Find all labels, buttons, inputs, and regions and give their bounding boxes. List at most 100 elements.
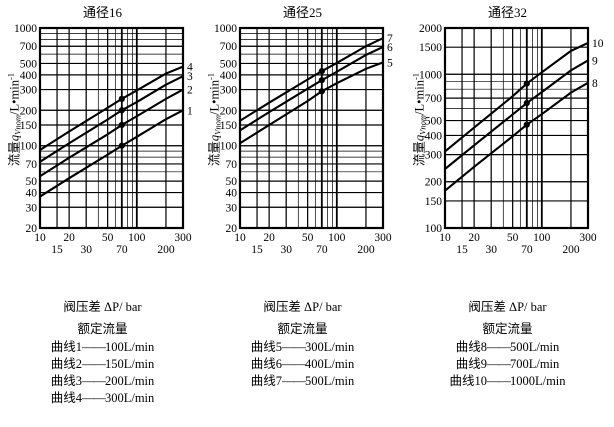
- plot-area: 2030405070100150200300400500700100010152…: [214, 23, 393, 256]
- curve-end-label-10: 10: [592, 38, 604, 50]
- y-tick-label: 300: [220, 85, 238, 97]
- y-tick-label: 70: [226, 159, 238, 171]
- curve-end-label-6: 6: [387, 42, 393, 54]
- plot-frame: [443, 26, 590, 230]
- legend-item: 曲线2——150L/min: [0, 356, 205, 373]
- legend-item: 曲线6——400L/min: [200, 356, 405, 373]
- y-tick-label: 30: [226, 202, 238, 214]
- x-tick-label: 300: [374, 232, 392, 244]
- legend: 额定流量 曲线5——300L/min 曲线6——400L/min 曲线7——500L/…: [200, 318, 405, 390]
- y-tick-label: 100: [220, 141, 238, 153]
- chart-title: 通径32: [487, 5, 527, 20]
- y-tick-label: 1000: [214, 23, 237, 35]
- x-tick-label: 200: [157, 244, 175, 256]
- plot-frame: [238, 26, 385, 230]
- legend-dash: ——: [281, 357, 306, 371]
- x-axis-label: 阀压差 ΔP/ bar: [468, 300, 547, 314]
- y-tick-label: 700: [425, 93, 443, 105]
- legend-dash: ——: [486, 374, 511, 388]
- legend-dash: ——: [281, 374, 306, 388]
- legend-curve-name: 曲线3: [50, 374, 82, 388]
- y-tick-label: 40: [26, 188, 38, 200]
- chart-panel-3: 通径32 流量qVnom/L•min-1 100 150 200 300 400 500 700…: [405, 0, 610, 427]
- legend-dash: ——: [81, 391, 106, 405]
- series-curve-6: [238, 45, 385, 132]
- data-point-marker-10: [523, 80, 530, 87]
- chart-title: 通径25: [282, 5, 322, 20]
- data-point-marker-3: [118, 107, 125, 114]
- legend-item: 曲线4——300L/min: [0, 390, 205, 407]
- curve-end-label-5: 5: [387, 57, 393, 69]
- y-tick-label: 150: [425, 196, 443, 208]
- x-tick-label: 50: [302, 232, 314, 244]
- y-tick-label: 40: [226, 188, 238, 200]
- legend-curve-name: 曲线7: [250, 374, 282, 388]
- x-tick-label: 20: [263, 232, 275, 244]
- y-tick-label: 50: [226, 176, 238, 188]
- legend: 额定流量 曲线1——100L/min 曲线2——150L/min 曲线3——200L/…: [0, 318, 205, 407]
- x-tick-label: 100: [533, 232, 551, 244]
- legend-curve-name: 曲线5: [250, 340, 282, 354]
- series-curve-7: [238, 37, 385, 122]
- x-tick-label: 100: [128, 232, 146, 244]
- legend-value: 500L/min: [509, 340, 560, 354]
- y-tick-label: 500: [425, 116, 443, 128]
- legend-curve-name: 曲线1: [50, 340, 82, 354]
- chart-panel-1: 通径16 流量qVnom/L•min-1 20 30 40 50 70 100 150 200 30…: [0, 0, 205, 427]
- y-tick-label: 2000: [419, 23, 442, 35]
- curve-end-label-7: 7: [387, 33, 393, 45]
- x-tick-label: 15: [51, 244, 63, 256]
- y-tick-label: 200: [20, 105, 38, 117]
- legend-curve-name: 曲线6: [250, 357, 282, 371]
- y-tick-label: 300: [425, 150, 443, 162]
- x-tick-label: 15: [251, 244, 263, 256]
- y-tick-label: 700: [20, 41, 38, 53]
- legend-dash: ——: [486, 340, 511, 354]
- curve-end-label-3: 3: [187, 71, 193, 83]
- y-tick-label: 1500: [419, 42, 442, 54]
- curve-end-label-8: 8: [592, 78, 598, 90]
- x-tick-label: 200: [357, 244, 375, 256]
- plot-wrapper: 流量qVnom/L•min-1 20 30 40 50 70 100 150 200 300 400…: [0, 20, 205, 270]
- series-curve-1: [38, 109, 185, 198]
- legend-item: 曲线9——700L/min: [405, 356, 610, 373]
- x-tick-label: 50: [507, 232, 519, 244]
- legend-value: 500L/min: [304, 374, 355, 388]
- legend-curve-name: 曲线2: [50, 357, 82, 371]
- legend-item: 曲线5——300L/min: [200, 339, 405, 356]
- curve-end-label-1: 1: [187, 105, 193, 117]
- legend-value: 300L/min: [304, 340, 355, 354]
- x-tick-label: 15: [456, 244, 468, 256]
- legend-value: 150L/min: [104, 357, 155, 371]
- legend-dash: ——: [281, 340, 306, 354]
- x-tick-label: 20: [468, 232, 480, 244]
- data-point-marker-7: [318, 68, 325, 75]
- legend-item: 曲线1——100L/min: [0, 339, 205, 356]
- y-tick-label: 500: [220, 58, 238, 70]
- curve-end-label-9: 9: [592, 55, 598, 67]
- legend-title: 额定流量: [482, 322, 533, 336]
- y-tick-label: 20: [226, 223, 238, 235]
- curve-end-label-2: 2: [187, 85, 193, 97]
- y-tick-label: 500: [20, 58, 38, 70]
- chart-title: 通径16: [82, 5, 122, 20]
- x-axis-label: 阀压差 ΔP/ bar: [263, 300, 342, 314]
- series-curve-8: [443, 81, 590, 192]
- legend-value: 200L/min: [104, 374, 155, 388]
- legend-title: 额定流量: [277, 322, 328, 336]
- legend-value: 300L/min: [104, 391, 155, 405]
- legend-curve-name: 曲线8: [455, 340, 487, 354]
- data-point-marker-9: [523, 99, 530, 107]
- data-point-marker-4: [118, 95, 125, 102]
- curve-end-label-4: 4: [187, 62, 193, 74]
- x-tick-label: 30: [485, 244, 497, 256]
- x-tick-label: 100: [328, 232, 346, 244]
- legend-curve-name: 曲线4: [50, 391, 82, 405]
- y-tick-label: 100: [425, 223, 443, 235]
- y-tick-label: 100: [20, 141, 38, 153]
- legend-curve-name: 曲线10: [449, 374, 487, 388]
- x-tick-label: 30: [80, 244, 92, 256]
- y-tick-label: 300: [20, 85, 38, 97]
- legend-value: 1000L/min: [509, 374, 566, 388]
- legend-dash: ——: [81, 374, 106, 388]
